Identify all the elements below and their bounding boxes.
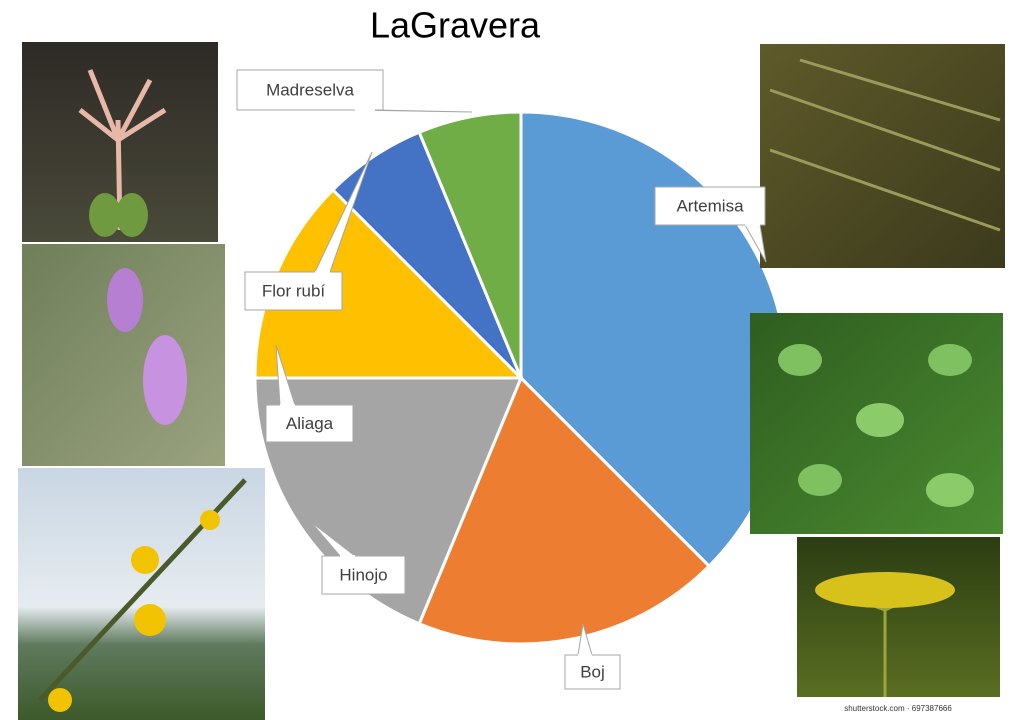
- chart-title: LaGravera: [370, 5, 541, 46]
- slice-label: Boj: [580, 662, 605, 681]
- photo-detail: [143, 335, 187, 425]
- chart: LaGravera shutterstock.com · 697387666 A…: [0, 0, 1018, 720]
- slice-label: Flor rubí: [262, 281, 326, 300]
- photo-detail: [856, 403, 904, 437]
- slice-label: Hinojo: [339, 565, 387, 584]
- photo: [797, 537, 1000, 697]
- photo-detail: [116, 193, 148, 237]
- slice-label: Aliaga: [286, 414, 334, 433]
- photo-detail: [134, 604, 166, 636]
- photo-detail: [926, 473, 974, 507]
- photo-detail: [815, 572, 955, 608]
- photo-credit: shutterstock.com · 697387666: [844, 704, 952, 713]
- photo-detail: [928, 344, 972, 376]
- photo-detail: [131, 546, 159, 574]
- photo: [760, 44, 1005, 268]
- photo-detail: [778, 344, 822, 376]
- photo-detail: [798, 464, 842, 496]
- slice-label: Artemisa: [676, 196, 744, 215]
- photo-detail: [48, 688, 72, 712]
- photo-detail: [200, 510, 220, 530]
- photo-detail: [107, 268, 143, 332]
- slice-label: Madreselva: [266, 80, 354, 99]
